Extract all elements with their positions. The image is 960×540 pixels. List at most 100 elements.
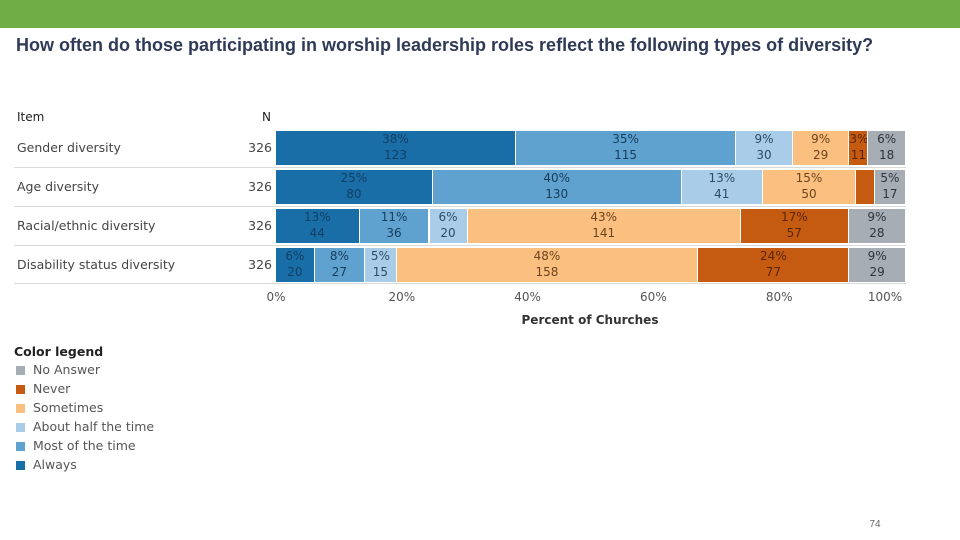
bar-segment: 17% 57 — [739, 209, 848, 243]
data-label-count: 57 — [786, 226, 802, 240]
row-label: Age diversity — [17, 179, 100, 194]
bar-segment: 5% 17 — [873, 170, 905, 204]
item-column-header: Item — [17, 110, 45, 124]
legend-swatch — [16, 366, 25, 375]
data-label-percent: 25% — [340, 171, 368, 185]
data-label-percent: 6% — [438, 210, 458, 224]
page-number: 74 — [869, 519, 881, 530]
data-label-count: 41 — [714, 187, 730, 201]
data-label-percent: 8% — [329, 249, 349, 263]
row-n: 326 — [248, 257, 272, 272]
bar-segment: 35% 115 — [515, 131, 736, 165]
data-label-percent: 6% — [285, 249, 305, 263]
bar-segment: 3% 11 — [848, 131, 868, 165]
data-label-count: 20 — [287, 265, 303, 279]
bar-segment: 11% 36 — [358, 209, 429, 243]
data-label-count: 27 — [331, 265, 347, 279]
data-label-percent: 15% — [795, 171, 823, 185]
data-label-count: 130 — [545, 187, 569, 201]
legend-swatch — [16, 461, 25, 470]
data-label-percent: 35% — [612, 132, 639, 146]
bar-segment — [855, 170, 874, 204]
x-tick-0: 0% — [266, 290, 286, 304]
legend-label: No Answer — [33, 362, 101, 377]
legend-swatch — [16, 385, 25, 394]
bar-segment: 8% 27 — [313, 248, 364, 282]
data-label-count: 44 — [309, 226, 325, 240]
data-label-count: 29 — [812, 148, 829, 162]
data-label-percent: 13% — [303, 210, 331, 224]
data-label-count: 15 — [372, 265, 388, 279]
data-label-count: 28 — [869, 226, 885, 240]
data-label-count: 141 — [592, 226, 616, 240]
x-tick-100: 100% — [867, 290, 903, 304]
legend-label: About half the time — [33, 419, 155, 434]
data-label-count: 77 — [765, 265, 782, 279]
bar-segment: 25% 80 — [276, 170, 432, 204]
data-label-count: 30 — [756, 148, 772, 162]
row-label: Racial/ethnic diversity — [17, 218, 156, 233]
data-label-percent: 48% — [533, 249, 561, 263]
legend-label: Never — [33, 381, 71, 396]
row-n: 326 — [248, 140, 272, 155]
bar-segment: 6% 20 — [428, 209, 467, 243]
legend-label: Sometimes — [33, 400, 104, 415]
bar-segment: 40% 130 — [431, 170, 681, 204]
data-label-count: 18 — [879, 148, 895, 162]
data-label-count: 17 — [882, 187, 898, 201]
row-divider — [14, 245, 906, 246]
data-label-percent: 40% — [543, 171, 571, 185]
x-tick-40: 40% — [514, 290, 541, 304]
data-label-percent: 9% — [867, 210, 887, 224]
data-label-percent: 6% — [877, 132, 897, 146]
legend-title: Color legend — [14, 344, 104, 359]
top-accent-bar — [0, 0, 960, 28]
data-label-percent: 11% — [380, 210, 408, 224]
row-divider — [14, 167, 906, 168]
data-label-count: 80 — [346, 187, 362, 201]
legend-swatch — [16, 423, 25, 432]
bar-segment: 43% 141 — [466, 209, 740, 243]
data-label-percent: 9% — [811, 132, 831, 146]
legend-swatch — [16, 404, 25, 413]
data-label-percent: 9% — [867, 249, 887, 263]
x-tick-60: 60% — [640, 290, 667, 304]
data-label-count: 158 — [535, 265, 559, 279]
legend-swatch — [16, 442, 25, 451]
data-label-percent: 24% — [760, 249, 787, 263]
data-label-count: 11 — [850, 148, 866, 162]
data-label-percent: 43% — [590, 210, 618, 224]
x-axis-label: Percent of Churches — [521, 313, 659, 327]
slide-title: How often do those participating in wors… — [16, 35, 874, 55]
n-column-header: N — [262, 110, 271, 124]
data-label-count: 29 — [869, 265, 885, 279]
bar-segment: 6% 18 — [867, 131, 905, 165]
data-label-percent: 17% — [780, 210, 808, 224]
bar-segment: 9% 29 — [791, 131, 849, 165]
bar-segment: 9% 30 — [735, 131, 792, 165]
bar-segment: 5% 15 — [364, 248, 396, 282]
data-label-count: 50 — [801, 187, 817, 201]
x-tick-80: 80% — [765, 290, 793, 304]
x-tick-20: 20% — [388, 290, 416, 304]
bar-segment: 9% 29 — [848, 248, 905, 282]
row-label: Gender diversity — [17, 140, 121, 155]
data-label-percent: 5% — [370, 249, 390, 263]
data-label-count: 36 — [386, 226, 402, 240]
data-label-count: 123 — [384, 148, 407, 162]
bar-segment: 15% 50 — [761, 170, 856, 204]
bar-segment: 9% 28 — [847, 209, 905, 243]
row-divider — [14, 283, 906, 284]
bar-segment: 24% 77 — [697, 248, 849, 282]
legend-label: Most of the time — [33, 438, 136, 453]
bar-segment: 48% 158 — [395, 248, 698, 282]
legend-label: Always — [33, 457, 77, 472]
row-divider — [14, 206, 906, 207]
data-label-percent: 9% — [754, 132, 774, 146]
row-label: Disability status diversity — [17, 257, 176, 272]
bar-segment: 6% 20 — [276, 248, 314, 282]
bar-segment: 13% 44 — [276, 209, 359, 243]
data-label-percent: 13% — [708, 171, 736, 185]
data-label-count: 115 — [614, 148, 637, 162]
bar-segment: 38% 123 — [276, 131, 515, 165]
